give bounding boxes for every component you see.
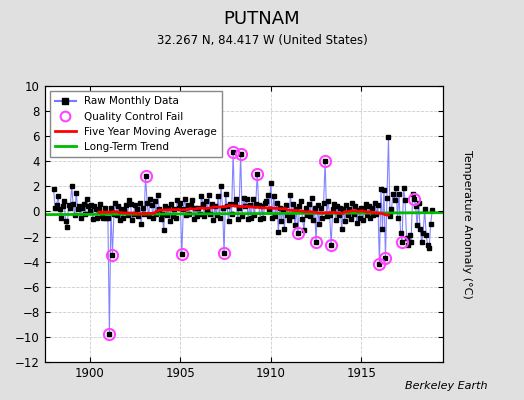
- Y-axis label: Temperature Anomaly (°C): Temperature Anomaly (°C): [462, 150, 472, 298]
- Text: 32.267 N, 84.417 W (United States): 32.267 N, 84.417 W (United States): [157, 34, 367, 47]
- Text: Berkeley Earth: Berkeley Earth: [405, 381, 487, 391]
- Legend: Raw Monthly Data, Quality Control Fail, Five Year Moving Average, Long-Term Tren: Raw Monthly Data, Quality Control Fail, …: [50, 91, 222, 157]
- Text: PUTNAM: PUTNAM: [224, 10, 300, 28]
